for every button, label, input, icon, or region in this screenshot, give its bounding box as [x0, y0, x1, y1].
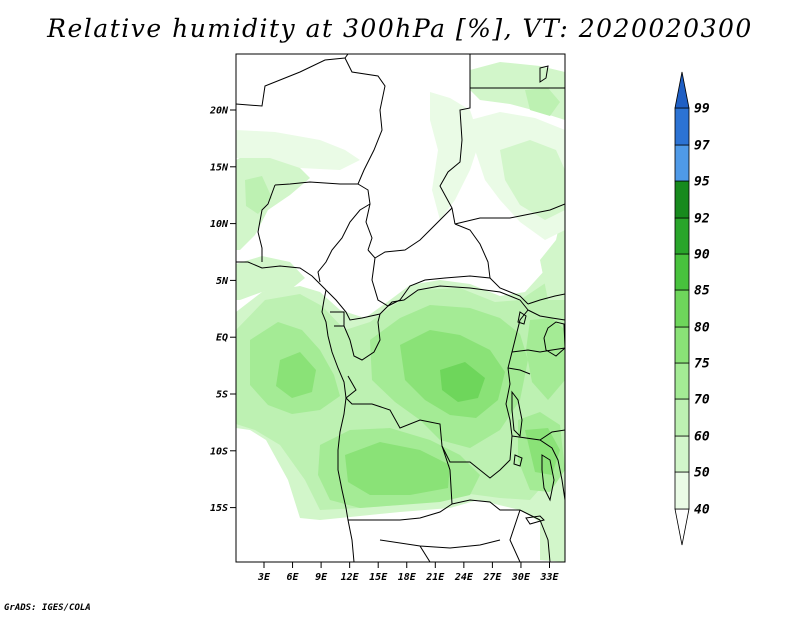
lat-tick-label: EQ	[216, 333, 228, 344]
colorbar-label: 70	[694, 393, 710, 408]
latitude-axis: 20N 15N 10N 5N EQ 5S 10S 15S	[209, 106, 236, 514]
country-borders	[236, 54, 565, 562]
colorbar-segment	[674, 398, 690, 437]
colorbar-label: 99	[694, 102, 710, 117]
longitude-axis: 3E 6E 9E 12E 15E 18E 21E 24E 27E 30E 33E	[257, 562, 560, 583]
lon-tick-label: 18E	[398, 572, 417, 583]
lon-tick-label: 9E	[315, 572, 328, 583]
lat-tick-label: 15S	[210, 503, 228, 514]
colorbar-label: 80	[694, 321, 710, 336]
humidity-field	[236, 62, 565, 562]
colorbar-segment	[674, 107, 690, 146]
lat-tick-label: 10N	[210, 219, 229, 230]
colorbar-segment	[674, 217, 690, 255]
lon-tick-label: 3E	[257, 572, 271, 583]
lon-tick-label: 24E	[454, 572, 474, 583]
lat-tick-label: 20N	[209, 106, 229, 117]
colorbar-segment	[674, 326, 690, 364]
lon-tick-label: 30E	[511, 572, 531, 583]
colorbar: 40 50 60 70 75 80 85 90 92 95 97 99	[674, 71, 710, 546]
colorbar-segment	[674, 435, 690, 473]
colorbar-label: 50	[694, 466, 710, 481]
lon-tick-label: 15E	[369, 572, 388, 583]
colorbar-segment	[674, 144, 690, 182]
colorbar-label: 90	[694, 248, 710, 263]
colorbar-label: 85	[694, 284, 710, 299]
colorbar-label: 95	[694, 175, 710, 190]
credit-text: GrADS: IGES/COLA	[4, 603, 91, 613]
lon-tick-label: 33E	[539, 572, 559, 583]
lat-tick-label: 10S	[210, 446, 228, 457]
lon-tick-label: 12E	[341, 572, 360, 583]
lat-tick-label: 5N	[216, 276, 229, 287]
map-frame	[235, 53, 566, 563]
colorbar-label: 60	[694, 430, 710, 445]
colorbar-segment	[674, 289, 690, 328]
colorbar-label: 40	[694, 503, 710, 518]
lat-tick-label: 15N	[210, 162, 229, 173]
lon-tick-label: 27E	[482, 572, 502, 583]
colorbar-segment	[674, 253, 690, 291]
colorbar-segment	[674, 180, 690, 219]
colorbar-segment	[674, 508, 690, 546]
lon-tick-label: 21E	[425, 572, 445, 583]
colorbar-segment	[674, 471, 690, 510]
lat-tick-label: 5S	[216, 390, 228, 401]
colorbar-label: 75	[694, 357, 710, 372]
colorbar-label: 97	[694, 139, 710, 154]
map-title: Relative humidity at 300hPa [%], VT: 202…	[47, 14, 753, 43]
colorbar-segment	[674, 71, 690, 109]
colorbar-segment	[674, 362, 690, 400]
lakes	[511, 65, 565, 525]
colorbar-label: 92	[694, 212, 710, 227]
lon-tick-label: 6E	[287, 572, 300, 583]
